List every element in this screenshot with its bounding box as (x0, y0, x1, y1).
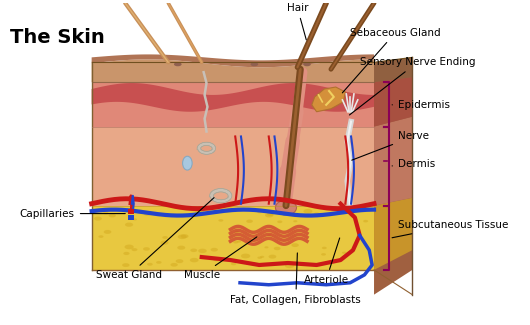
Ellipse shape (200, 210, 204, 213)
Polygon shape (374, 117, 412, 206)
Ellipse shape (213, 258, 220, 261)
Ellipse shape (94, 216, 102, 221)
Ellipse shape (210, 248, 218, 252)
Text: The Skin: The Skin (10, 28, 105, 47)
Ellipse shape (122, 263, 130, 267)
Ellipse shape (190, 249, 197, 252)
Ellipse shape (351, 207, 359, 212)
Ellipse shape (276, 200, 296, 215)
Bar (128, 209, 134, 214)
Text: Subcutaneous Tissue: Subcutaneous Tissue (392, 220, 508, 238)
Ellipse shape (342, 252, 347, 254)
Polygon shape (374, 198, 412, 270)
Text: Nerve: Nerve (352, 131, 429, 160)
Ellipse shape (103, 212, 109, 215)
Ellipse shape (233, 241, 238, 243)
Ellipse shape (161, 240, 169, 245)
Ellipse shape (314, 212, 320, 215)
Ellipse shape (269, 254, 276, 259)
Ellipse shape (274, 247, 280, 250)
Polygon shape (92, 206, 374, 270)
Text: Dermis: Dermis (392, 159, 435, 169)
Ellipse shape (227, 207, 233, 210)
Polygon shape (374, 77, 412, 126)
Ellipse shape (181, 234, 189, 238)
Polygon shape (92, 54, 374, 67)
Ellipse shape (363, 220, 368, 222)
Ellipse shape (237, 240, 241, 243)
Polygon shape (92, 126, 374, 206)
Ellipse shape (162, 236, 168, 239)
Text: Capillaries: Capillaries (20, 209, 125, 219)
Ellipse shape (136, 210, 145, 214)
Ellipse shape (265, 213, 273, 217)
Text: Muscle: Muscle (184, 237, 257, 280)
Text: Hair: Hair (287, 3, 308, 40)
Ellipse shape (143, 247, 150, 251)
Polygon shape (374, 58, 412, 82)
Ellipse shape (317, 215, 322, 217)
Ellipse shape (104, 230, 111, 234)
Ellipse shape (264, 246, 269, 248)
Ellipse shape (147, 263, 153, 266)
Ellipse shape (175, 259, 183, 263)
Ellipse shape (251, 62, 258, 66)
Ellipse shape (246, 219, 253, 223)
Ellipse shape (191, 207, 200, 212)
Text: Sebaceous Gland: Sebaceous Gland (342, 28, 441, 93)
Ellipse shape (267, 213, 273, 216)
Ellipse shape (190, 258, 199, 262)
Ellipse shape (171, 263, 178, 267)
Text: Epidermis: Epidermis (392, 100, 450, 110)
Ellipse shape (144, 212, 151, 216)
Ellipse shape (218, 219, 223, 222)
Ellipse shape (99, 235, 103, 238)
Ellipse shape (109, 214, 116, 217)
Ellipse shape (285, 263, 294, 268)
Polygon shape (92, 83, 374, 112)
Text: Fat, Collagen, Fibroblasts: Fat, Collagen, Fibroblasts (231, 253, 361, 305)
Ellipse shape (293, 220, 297, 222)
Polygon shape (374, 58, 412, 295)
Ellipse shape (258, 256, 262, 259)
Polygon shape (312, 87, 346, 112)
Ellipse shape (177, 246, 186, 250)
Ellipse shape (260, 256, 264, 258)
Polygon shape (92, 59, 374, 82)
Ellipse shape (123, 252, 130, 255)
Ellipse shape (231, 263, 236, 265)
Ellipse shape (131, 248, 137, 251)
Ellipse shape (303, 62, 311, 66)
Ellipse shape (125, 244, 134, 249)
Ellipse shape (241, 254, 250, 258)
Ellipse shape (174, 62, 182, 66)
Ellipse shape (125, 223, 133, 227)
Text: Sensory Nerve Ending: Sensory Nerve Ending (349, 57, 475, 115)
Ellipse shape (322, 247, 327, 249)
Ellipse shape (235, 231, 239, 233)
Ellipse shape (156, 261, 162, 264)
Ellipse shape (321, 253, 326, 256)
Polygon shape (92, 82, 374, 126)
Text: Sweat Gland: Sweat Gland (96, 198, 214, 280)
Bar (128, 214, 134, 219)
Ellipse shape (303, 209, 312, 214)
Ellipse shape (267, 234, 271, 236)
Ellipse shape (292, 243, 299, 247)
Ellipse shape (132, 218, 137, 220)
Ellipse shape (195, 209, 202, 213)
Ellipse shape (178, 234, 187, 239)
Ellipse shape (258, 211, 262, 214)
Text: Arteriole: Arteriole (304, 238, 349, 285)
Ellipse shape (277, 220, 282, 223)
Ellipse shape (198, 249, 207, 253)
Ellipse shape (182, 156, 192, 170)
